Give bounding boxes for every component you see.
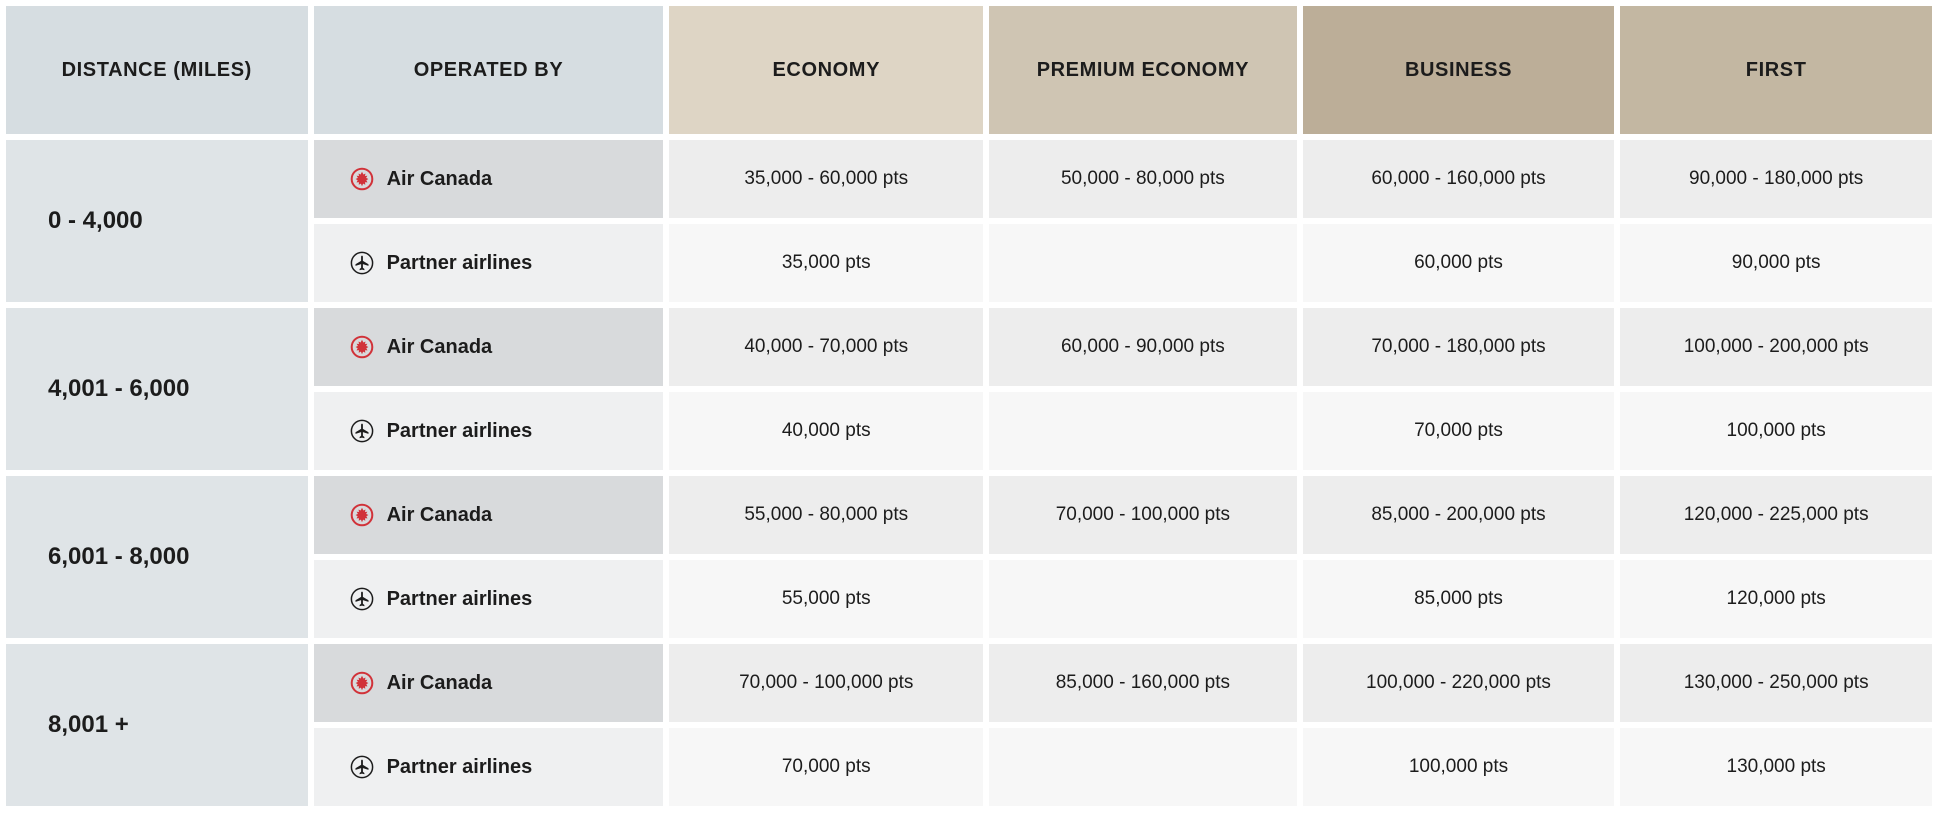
first-value: 100,000 - 200,000 pts xyxy=(1620,308,1932,386)
operator-cell-partner: Partner airlines xyxy=(313,224,664,302)
header-distance-miles: DISTANCE (MILES) xyxy=(6,6,308,134)
first-value: 90,000 pts xyxy=(1620,224,1932,302)
distance-band-cell: 4,001 - 6,000 xyxy=(6,308,308,470)
operator-label: Partner airlines xyxy=(386,587,533,610)
header-operated-by: OPERATED BY xyxy=(313,6,664,134)
premium-economy-value xyxy=(989,560,1297,638)
air-canada-maple-leaf-icon xyxy=(350,335,374,359)
air-canada-maple-leaf-icon xyxy=(350,167,374,191)
operator-label: Air Canada xyxy=(386,503,493,526)
premium-economy-value: 60,000 - 90,000 pts xyxy=(989,308,1297,386)
business-value: 85,000 - 200,000 pts xyxy=(1302,476,1615,554)
table-row-partner: Partner airlines 55,000 pts 85,000 pts 1… xyxy=(6,560,1932,638)
business-value: 60,000 pts xyxy=(1302,224,1615,302)
business-value: 60,000 - 160,000 pts xyxy=(1302,140,1615,218)
economy-value: 35,000 pts xyxy=(669,224,984,302)
header-business: BUSINESS xyxy=(1302,6,1615,134)
economy-value: 35,000 - 60,000 pts xyxy=(669,140,984,218)
partner-airplane-icon xyxy=(350,755,374,779)
table-row-partner: Partner airlines 70,000 pts 100,000 pts … xyxy=(6,728,1932,806)
premium-economy-value xyxy=(989,224,1297,302)
operator-label: Air Canada xyxy=(386,671,493,694)
operator-cell-air-canada: Air Canada xyxy=(313,476,664,554)
first-value: 100,000 pts xyxy=(1620,392,1932,470)
first-value: 90,000 - 180,000 pts xyxy=(1620,140,1932,218)
table-row-partner: Partner airlines 35,000 pts 60,000 pts 9… xyxy=(6,224,1932,302)
first-value: 120,000 pts xyxy=(1620,560,1932,638)
table-row-air-canada: 8,001 + Air Canada 70,000 - 100,000 pts … xyxy=(6,644,1932,806)
operator-cell-air-canada: Air Canada xyxy=(313,644,664,722)
operator-cell-air-canada: Air Canada xyxy=(313,140,664,218)
business-value: 100,000 pts xyxy=(1302,728,1615,806)
operator-label: Partner airlines xyxy=(386,251,533,274)
table-row-partner: Partner airlines 40,000 pts 70,000 pts 1… xyxy=(6,392,1932,470)
business-value: 85,000 pts xyxy=(1302,560,1615,638)
premium-economy-value: 70,000 - 100,000 pts xyxy=(989,476,1297,554)
economy-value: 70,000 - 100,000 pts xyxy=(669,644,984,722)
economy-value: 40,000 pts xyxy=(669,392,984,470)
table-row-air-canada: 4,001 - 6,000 Air Canada 40,000 - 70,000… xyxy=(6,308,1932,470)
operator-cell-partner: Partner airlines xyxy=(313,728,664,806)
distance-band-cell: 8,001 + xyxy=(6,644,308,806)
operator-label: Partner airlines xyxy=(386,419,533,442)
operator-label: Partner airlines xyxy=(386,755,533,778)
business-value: 70,000 pts xyxy=(1302,392,1615,470)
header-premium-economy: PREMIUM ECONOMY xyxy=(989,6,1297,134)
partner-airplane-icon xyxy=(350,251,374,275)
table-row-air-canada: 0 - 4,000 Air Canada 35,000 - 60,000 pts… xyxy=(6,140,1932,302)
header-economy: ECONOMY xyxy=(669,6,984,134)
operator-cell-partner: Partner airlines xyxy=(313,392,664,470)
business-value: 70,000 - 180,000 pts xyxy=(1302,308,1615,386)
premium-economy-value xyxy=(989,392,1297,470)
premium-economy-value xyxy=(989,728,1297,806)
first-value: 120,000 - 225,000 pts xyxy=(1620,476,1932,554)
distance-band-cell: 0 - 4,000 xyxy=(6,140,308,302)
operator-cell-partner: Partner airlines xyxy=(313,560,664,638)
premium-economy-value: 50,000 - 80,000 pts xyxy=(989,140,1297,218)
distance-band-cell: 6,001 - 8,000 xyxy=(6,476,308,638)
economy-value: 55,000 pts xyxy=(669,560,984,638)
partner-airplane-icon xyxy=(350,419,374,443)
partner-airplane-icon xyxy=(350,587,374,611)
economy-value: 40,000 - 70,000 pts xyxy=(669,308,984,386)
operator-label: Air Canada xyxy=(386,167,493,190)
air-canada-maple-leaf-icon xyxy=(350,503,374,527)
header-first: FIRST xyxy=(1620,6,1932,134)
economy-value: 55,000 - 80,000 pts xyxy=(669,476,984,554)
economy-value: 70,000 pts xyxy=(669,728,984,806)
operator-cell-air-canada: Air Canada xyxy=(313,308,664,386)
first-value: 130,000 - 250,000 pts xyxy=(1620,644,1932,722)
premium-economy-value: 85,000 - 160,000 pts xyxy=(989,644,1297,722)
table-row-air-canada: 6,001 - 8,000 Air Canada 55,000 - 80,000… xyxy=(6,476,1932,638)
header-row: DISTANCE (MILES) OPERATED BY ECONOMY PRE… xyxy=(6,6,1932,134)
air-canada-maple-leaf-icon xyxy=(350,671,374,695)
operator-label: Air Canada xyxy=(386,335,493,358)
first-value: 130,000 pts xyxy=(1620,728,1932,806)
business-value: 100,000 - 220,000 pts xyxy=(1302,644,1615,722)
